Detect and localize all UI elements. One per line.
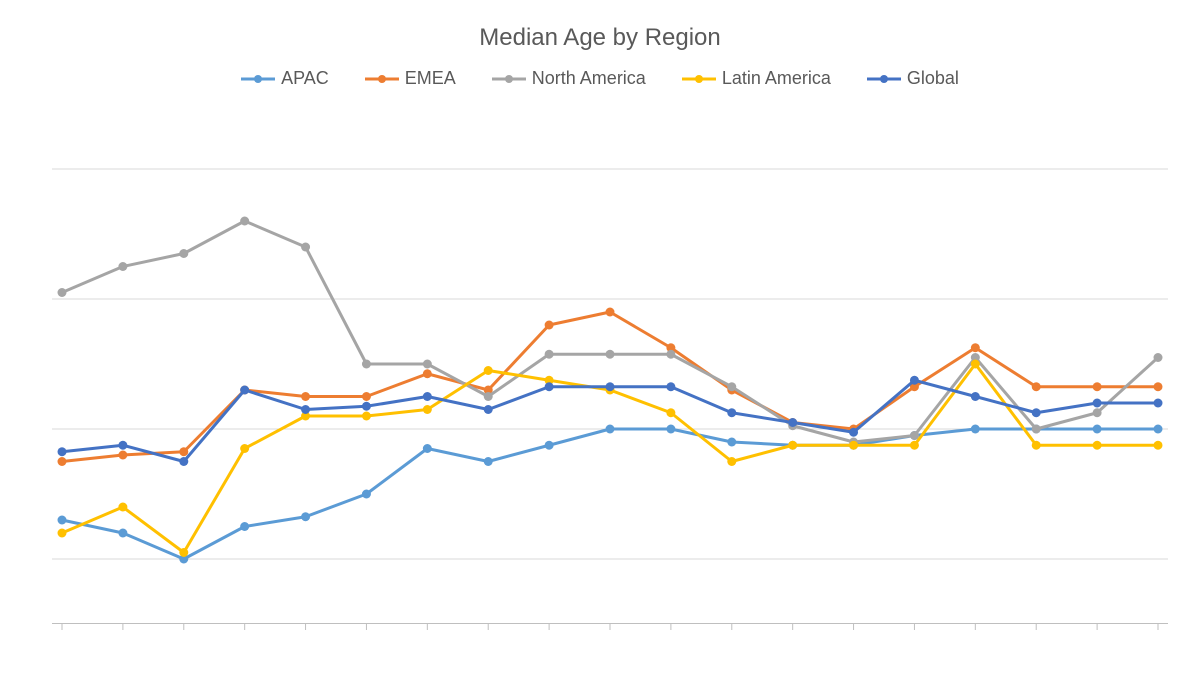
series-marker <box>423 369 432 378</box>
series-marker <box>666 408 675 417</box>
series-marker <box>910 441 919 450</box>
legend-item-emea: EMEA <box>365 68 456 89</box>
series-marker <box>484 366 493 375</box>
series-marker <box>545 321 554 330</box>
series-marker <box>849 428 858 437</box>
legend-label: Latin America <box>722 68 831 89</box>
series-marker <box>118 262 127 271</box>
series-marker <box>362 392 371 401</box>
legend-label: North America <box>532 68 646 89</box>
series-marker <box>240 522 249 531</box>
series-marker <box>118 529 127 538</box>
series-marker <box>971 343 980 352</box>
series-marker <box>179 548 188 557</box>
series-marker <box>423 360 432 369</box>
legend-label: EMEA <box>405 68 456 89</box>
legend-swatch-icon <box>867 73 901 85</box>
series-marker <box>240 386 249 395</box>
series-marker <box>606 425 615 434</box>
series-marker <box>1154 441 1163 450</box>
series-marker <box>1093 441 1102 450</box>
series-marker <box>1154 382 1163 391</box>
series-marker <box>58 288 67 297</box>
series-marker <box>606 350 615 359</box>
series-marker <box>788 418 797 427</box>
series-marker <box>910 376 919 385</box>
series-marker <box>1093 408 1102 417</box>
series-marker <box>1032 425 1041 434</box>
series-marker <box>118 441 127 450</box>
series-marker <box>1093 382 1102 391</box>
series-marker <box>666 425 675 434</box>
chart-legend: APAC EMEA North America Latin America Global <box>0 68 1200 89</box>
series-marker <box>362 360 371 369</box>
series-marker <box>423 405 432 414</box>
series-marker <box>58 516 67 525</box>
legend-item-apac: APAC <box>241 68 329 89</box>
series-marker <box>1093 425 1102 434</box>
series-marker <box>301 392 310 401</box>
series-marker <box>1154 353 1163 362</box>
series-marker <box>788 441 797 450</box>
series-marker <box>971 360 980 369</box>
legend-swatch-icon <box>365 73 399 85</box>
legend-swatch-icon <box>492 73 526 85</box>
series-marker <box>240 444 249 453</box>
legend-swatch-icon <box>682 73 716 85</box>
legend-item-global: Global <box>867 68 959 89</box>
series-marker <box>545 382 554 391</box>
series-marker <box>666 382 675 391</box>
legend-label: Global <box>907 68 959 89</box>
series-marker <box>423 444 432 453</box>
series-marker <box>1032 441 1041 450</box>
legend-item-north-america: North America <box>492 68 646 89</box>
series-marker <box>727 382 736 391</box>
legend-swatch-icon <box>241 73 275 85</box>
series-marker <box>727 438 736 447</box>
series-marker <box>484 405 493 414</box>
legend-label: APAC <box>281 68 329 89</box>
series-marker <box>1032 408 1041 417</box>
series-marker <box>423 392 432 401</box>
series-marker <box>301 405 310 414</box>
series-marker <box>606 308 615 317</box>
series-marker <box>240 217 249 226</box>
series-marker <box>606 382 615 391</box>
series-marker <box>1032 382 1041 391</box>
series-marker <box>971 425 980 434</box>
chart-plot-area <box>52 104 1168 624</box>
series-marker <box>301 512 310 521</box>
series-marker <box>971 392 980 401</box>
series-line-apac <box>62 429 1158 559</box>
series-marker <box>179 457 188 466</box>
series-marker <box>58 529 67 538</box>
series-marker <box>484 457 493 466</box>
series-marker <box>1154 425 1163 434</box>
series-marker <box>362 412 371 421</box>
series-marker <box>362 490 371 499</box>
series-marker <box>727 408 736 417</box>
series-marker <box>58 447 67 456</box>
chart-title: Median Age by Region <box>0 24 1200 52</box>
series-marker <box>545 350 554 359</box>
series-marker <box>484 392 493 401</box>
series-marker <box>179 447 188 456</box>
series-marker <box>727 457 736 466</box>
series-marker <box>545 441 554 450</box>
chart-svg <box>52 104 1168 632</box>
series-marker <box>849 441 858 450</box>
series-marker <box>362 402 371 411</box>
series-marker <box>118 451 127 460</box>
series-marker <box>58 457 67 466</box>
series-marker <box>301 243 310 252</box>
series-marker <box>179 249 188 258</box>
chart-container: Median Age by Region APAC EMEA North Ameri… <box>0 0 1200 675</box>
series-marker <box>1093 399 1102 408</box>
series-marker <box>666 350 675 359</box>
series-marker <box>118 503 127 512</box>
legend-item-latin-america: Latin America <box>682 68 831 89</box>
series-marker <box>1154 399 1163 408</box>
